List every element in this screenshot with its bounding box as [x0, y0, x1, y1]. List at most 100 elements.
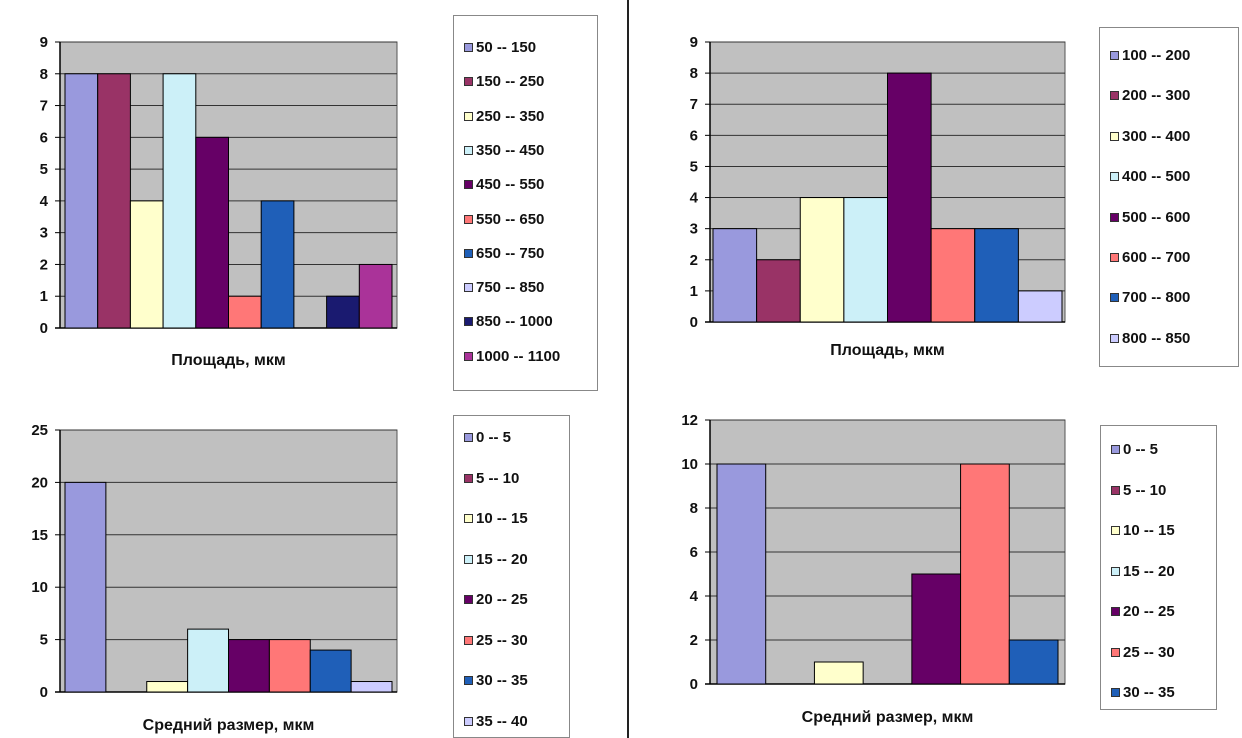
legend-item: 550 -- 650 [464, 211, 544, 228]
legend-item: 25 -- 30 [464, 632, 528, 649]
bar-800-850 [1017, 290, 1063, 323]
legend-item: 200 -- 300 [1110, 87, 1190, 104]
legend-label: 600 -- 700 [1122, 249, 1191, 266]
bar-300-400 [799, 197, 845, 323]
y-tick-label: 7 [40, 98, 48, 115]
bar-35-40 [350, 681, 393, 693]
legend-item: 600 -- 700 [1110, 249, 1190, 266]
legend-swatch [1110, 131, 1119, 141]
legend-label: 650 -- 750 [476, 244, 545, 262]
legend-item: 650 -- 750 [464, 245, 544, 262]
legend-swatch [464, 595, 473, 604]
legend-label: 1000 -- 1100 [476, 347, 561, 365]
y-tick-label: 20 [31, 474, 48, 491]
legend-item: 500 -- 600 [1110, 209, 1190, 226]
bar-450-550 [195, 136, 230, 329]
legend-swatch [1110, 212, 1119, 222]
legend-item: 800 -- 850 [1110, 330, 1190, 347]
legend-label: 450 -- 550 [476, 176, 545, 194]
bar-100-200 [712, 228, 758, 323]
legend-swatch [464, 554, 473, 564]
legend-swatch [1110, 333, 1119, 343]
bar-30-35 [1008, 639, 1059, 685]
legend-item: 0 -- 5 [1111, 441, 1158, 458]
bar-20-25 [911, 573, 962, 685]
legend-swatch [464, 716, 473, 726]
y-tick-label: 9 [690, 34, 698, 51]
legend-label: 5 -- 10 [1123, 481, 1167, 499]
legend-swatch [1110, 293, 1119, 303]
legend-label: 5 -- 10 [476, 469, 520, 487]
legend-item: 5 -- 10 [464, 470, 519, 487]
y-tick-label: 6 [40, 129, 48, 146]
y-tick-label: 4 [40, 193, 49, 210]
legend: 0 -- 5 5 -- 10 10 -- 15 15 -- 20 20 -- 25 25 … [1100, 425, 1217, 710]
panel-divider [627, 0, 629, 738]
bar-15-20 [187, 628, 229, 693]
bar-650-750 [260, 200, 295, 329]
legend-item: 10 -- 15 [1111, 522, 1175, 539]
legend-label: 25 -- 30 [476, 631, 528, 649]
legend-label: 25 -- 30 [1123, 643, 1175, 661]
y-tick-label: 4 [690, 588, 699, 605]
bar-0-5 [716, 463, 767, 685]
legend-item: 50 -- 150 [464, 39, 536, 56]
legend-item: 25 -- 30 [1111, 644, 1175, 661]
legend-label: 20 -- 25 [476, 591, 528, 608]
bar-350-450 [162, 73, 197, 329]
y-tick-label: 8 [690, 65, 698, 82]
legend-item: 30 -- 35 [464, 672, 528, 689]
bar-850-1000 [326, 295, 360, 329]
legend-item: 10 -- 15 [464, 510, 528, 527]
legend-item: 20 -- 25 [464, 591, 528, 608]
legend-item: 0 -- 5 [464, 429, 511, 446]
legend-swatch [1110, 51, 1119, 60]
y-tick-label: 10 [31, 579, 48, 596]
legend-item: 35 -- 40 [464, 713, 528, 730]
bar-150-250 [97, 73, 131, 329]
legend-item: 850 -- 1000 [464, 313, 553, 330]
bar-10-15 [813, 661, 864, 685]
bar-25-30 [268, 639, 311, 693]
bar-1000-1100 [358, 263, 393, 329]
legend-swatch [464, 145, 473, 155]
legend-swatch [1110, 91, 1119, 101]
legend-label: 400 -- 500 [1122, 168, 1191, 186]
legend-swatch [1110, 253, 1119, 262]
legend-swatch [464, 514, 473, 523]
x-axis-label: Средний размер, мкм [802, 709, 974, 726]
legend-item: 100 -- 200 [1110, 47, 1190, 64]
legend-swatch [1110, 172, 1119, 182]
bar-250-350 [129, 200, 164, 329]
y-tick-label: 15 [31, 527, 48, 544]
legend-swatch [464, 77, 473, 87]
y-tick-label: 3 [690, 221, 698, 238]
legend-swatch [1111, 647, 1120, 657]
y-tick-label: 25 [31, 422, 48, 439]
legend-swatch [464, 214, 473, 224]
legend-label: 150 -- 250 [476, 73, 545, 91]
legend-label: 30 -- 35 [1123, 684, 1175, 701]
legend-label: 30 -- 35 [476, 672, 528, 689]
legend-item: 15 -- 20 [464, 551, 528, 568]
bar-550-650 [228, 295, 262, 329]
legend-swatch [464, 635, 473, 645]
y-tick-label: 1 [690, 283, 698, 300]
bar-200-300 [756, 259, 801, 323]
bar-700-800 [974, 228, 1019, 323]
legend-swatch [464, 433, 473, 442]
x-axis-label: Площадь, мкм [830, 342, 944, 359]
y-tick-label: 2 [690, 632, 698, 649]
y-tick-label: 6 [690, 544, 698, 561]
legend-label: 15 -- 20 [476, 550, 528, 568]
y-tick-label: 8 [690, 500, 698, 517]
legend: 100 -- 200 200 -- 300 300 -- 400 400 -- 500… [1099, 27, 1239, 367]
legend-swatch [464, 317, 473, 327]
y-tick-label: 2 [690, 252, 698, 269]
legend-item: 450 -- 550 [464, 176, 544, 193]
x-axis-label: Площадь, мкм [171, 352, 285, 369]
legend-label: 700 -- 800 [1122, 289, 1191, 307]
legend-label: 0 -- 5 [476, 429, 512, 446]
